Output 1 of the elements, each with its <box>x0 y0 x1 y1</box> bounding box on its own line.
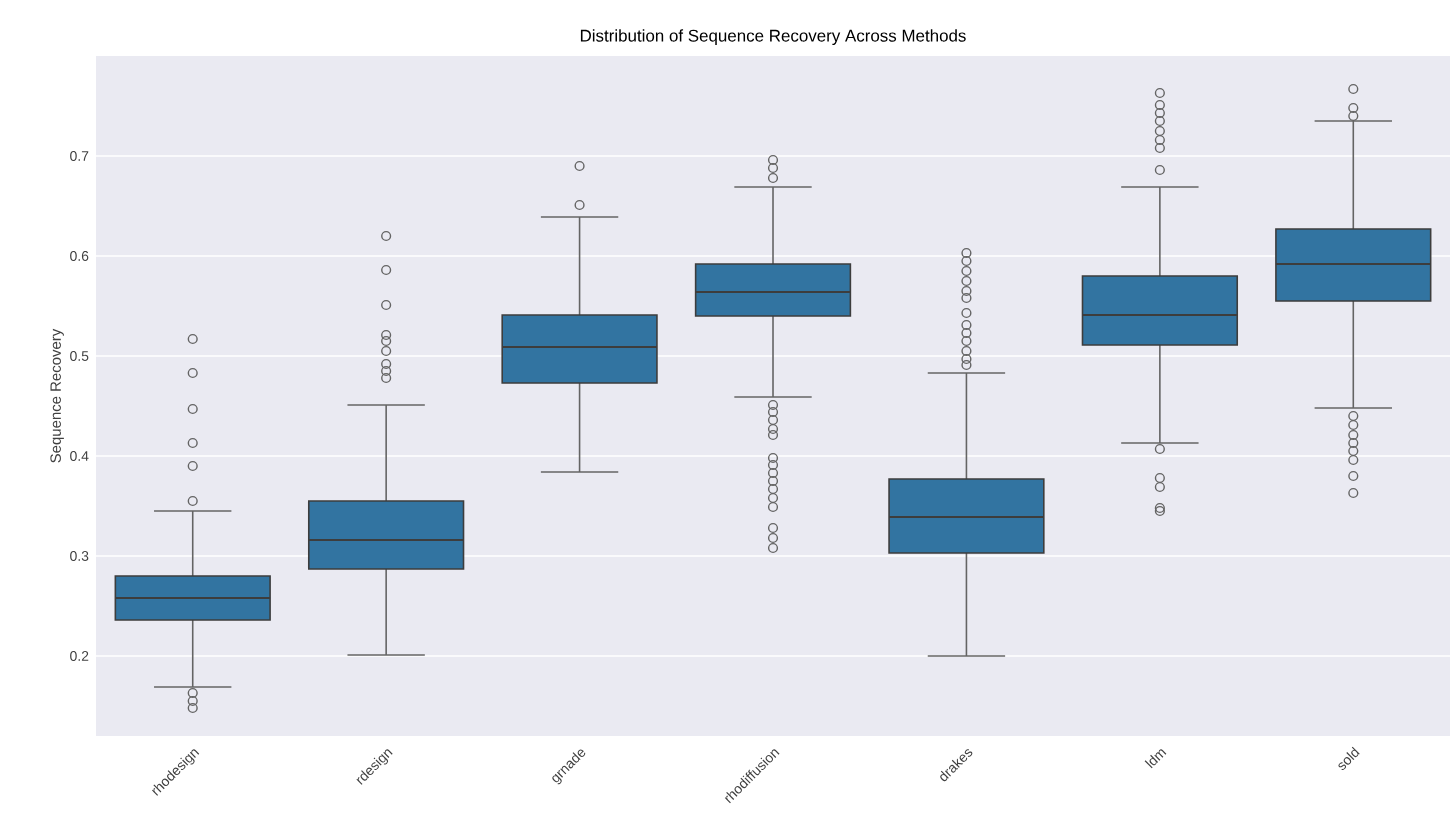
chart-title: Distribution of Sequence Recovery Across Methods <box>580 29 966 45</box>
